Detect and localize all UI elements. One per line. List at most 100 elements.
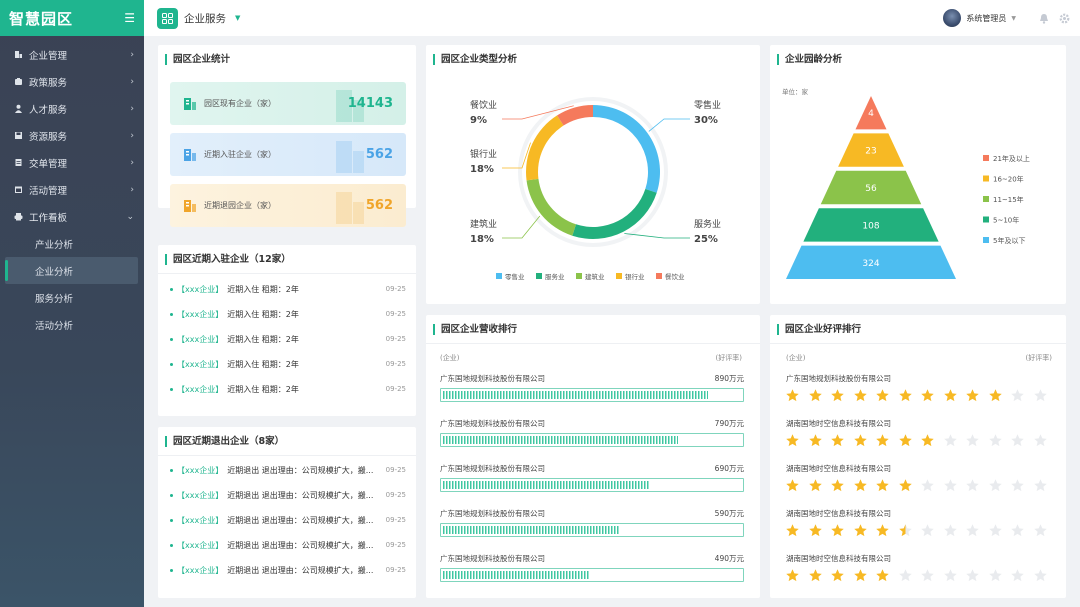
module-title[interactable]: 企业服务 [184, 12, 226, 25]
sidebar-item-label: 企业管理 [29, 50, 68, 62]
list-item[interactable]: 【xxx企业】 近期入住 租期：2年 09-25 [170, 357, 406, 371]
subitem-service-analysis[interactable]: 服务分析 [35, 293, 74, 305]
pyramid-segment[interactable] [786, 245, 956, 279]
printer-icon [13, 212, 23, 222]
star-icon [921, 434, 934, 447]
list-item[interactable]: 【xxx企业】 近期入住 租期：2年 09-25 [170, 382, 406, 396]
list-item[interactable]: 【xxx企业】 近期退出 退出理由：公司规模扩大，搬... 09-25 [170, 513, 406, 527]
label-leader-line [502, 142, 531, 169]
company-link[interactable]: 【xxx企业】 [177, 540, 224, 550]
star-icon [921, 569, 934, 582]
bullet [170, 387, 173, 391]
legend-label: 16~20年 [993, 175, 1024, 184]
legend-swatch [536, 273, 542, 279]
donut-slice[interactable] [593, 105, 660, 193]
bullet [170, 468, 173, 472]
company-link[interactable]: 【xxx企业】 [177, 359, 224, 369]
pyramid-segment[interactable] [855, 96, 887, 130]
star-icon [853, 569, 867, 582]
star-icon [831, 524, 844, 537]
star-icon [988, 569, 1002, 582]
bell-icon[interactable] [1038, 12, 1050, 24]
pyramid-value-label: 4 [868, 109, 874, 119]
star-icon [786, 479, 799, 492]
star-icon [898, 524, 912, 537]
gear-icon[interactable] [1058, 12, 1070, 24]
list-item[interactable]: 【xxx企业】 近期退出 退出理由：公司规模扩大，搬... 09-25 [170, 463, 406, 477]
company-link[interactable]: 【xxx企业】 [177, 565, 224, 575]
card-title: 园区企业好评排行 [777, 324, 861, 335]
chevron-right-icon: › [130, 157, 134, 168]
list-item[interactable]: 【xxx企业】 近期入住 租期：2年 09-25 [170, 307, 406, 321]
donut-outer-ring [518, 97, 668, 247]
subitem-activity-analysis[interactable]: 活动分析 [35, 320, 74, 332]
star-icon [988, 389, 1002, 402]
list-item[interactable]: 【xxx企业】 近期退出 退出理由：公司规模扩大，搬... 09-25 [170, 488, 406, 502]
legend-swatch [983, 216, 989, 223]
star-icon [786, 389, 799, 402]
label-leader-line [502, 215, 541, 239]
sidebar-item-activity[interactable]: 活动管理 › [0, 176, 144, 203]
user-name[interactable]: 系统管理员 [966, 13, 1007, 23]
sidebar-item-orders[interactable]: 交单管理 › [0, 149, 144, 176]
bullet [170, 287, 173, 291]
company-link[interactable]: 【xxx企业】 [177, 334, 224, 344]
stat-label: 近期入驻企业（家） [204, 150, 276, 159]
pyramid-chart: 4 23 56 108 324 21年及以上 16~20年 11~15年 5~10年 5年及以下 [786, 96, 1030, 279]
divider [158, 273, 416, 274]
revenue-value: 590万元 [714, 509, 744, 518]
star-icon [988, 524, 1002, 537]
donut-slice[interactable] [526, 115, 564, 181]
subitem-enterprise-analysis[interactable]: 企业分析 [5, 257, 138, 284]
list-item[interactable]: 【xxx企业】 近期退出 退出理由：公司规模扩大，搬... 09-25 [170, 538, 406, 552]
chevron-right-icon: › [130, 130, 134, 141]
item-desc: 近期入住 租期：2年 [227, 334, 299, 344]
sidebar-item-enterprise[interactable]: 企业管理 › [0, 41, 144, 68]
star-icon [853, 479, 867, 492]
company-link[interactable]: 【xxx企业】 [177, 490, 224, 500]
company-link[interactable]: 【xxx企业】 [177, 384, 224, 394]
avatar[interactable] [943, 9, 962, 27]
item-desc: 近期退出 退出理由：公司规模扩大，搬... [227, 490, 374, 500]
sidebar-item-label: 工作看板 [29, 212, 68, 224]
calendar-icon [13, 185, 23, 195]
building-icon [184, 97, 196, 110]
item-desc: 近期退出 退出理由：公司规模扩大，搬... [227, 540, 374, 550]
star-icon [808, 434, 822, 447]
stat-value: 14143 [347, 96, 393, 111]
pyramid-segment[interactable] [820, 170, 922, 205]
caret-down-icon[interactable]: ▼ [235, 14, 241, 22]
sidebar-item-talent[interactable]: 人才服务 › [0, 95, 144, 122]
legend-swatch [983, 196, 989, 202]
star-icon [898, 434, 912, 447]
company-link[interactable]: 【xxx企业】 [177, 309, 224, 319]
slice-category-label: 服务业 [694, 218, 721, 230]
label-leader-line [624, 233, 690, 239]
list-item[interactable]: 【xxx企业】 近期入住 租期：2年 09-25 [170, 282, 406, 296]
sidebar-item-policy[interactable]: 政策服务 › [0, 68, 144, 95]
bullet [170, 493, 173, 497]
company-link[interactable]: 【xxx企业】 [177, 284, 224, 294]
pyramid-segment[interactable] [803, 208, 939, 242]
revenue-bar-fill [443, 436, 679, 444]
star-icon [786, 569, 799, 582]
company-link[interactable]: 【xxx企业】 [177, 465, 224, 475]
list-item[interactable]: 【xxx企业】 近期入住 租期：2年 09-25 [170, 332, 406, 346]
sidebar-item-dashboard[interactable]: 工作看板 ⌄ [0, 203, 144, 230]
item-desc: 近期退出 退出理由：公司规模扩大，搬... [227, 565, 374, 575]
list-item[interactable]: 【xxx企业】 近期退出 退出理由：公司规模扩大，搬... 09-25 [170, 563, 406, 577]
donut-slice[interactable] [526, 178, 577, 236]
revenue-value: 790万元 [714, 419, 744, 428]
column-header-left: (企业) [440, 354, 460, 362]
donut-slice[interactable] [572, 188, 657, 239]
sidebar-item-resource[interactable]: 资源服务 › [0, 122, 144, 149]
company-link[interactable]: 【xxx企业】 [177, 515, 224, 525]
slice-category-label: 建筑业 [470, 218, 497, 230]
subitem-industry-analysis[interactable]: 产业分析 [35, 239, 74, 251]
chevron-down-icon[interactable]: ▼ [1011, 14, 1016, 22]
donut-slice[interactable] [557, 105, 593, 126]
menu-toggle-icon[interactable]: ☰ [124, 11, 135, 25]
stat-existing: 园区现有企业（家） 14143 [170, 82, 406, 125]
pyramid-segment[interactable] [838, 133, 904, 167]
